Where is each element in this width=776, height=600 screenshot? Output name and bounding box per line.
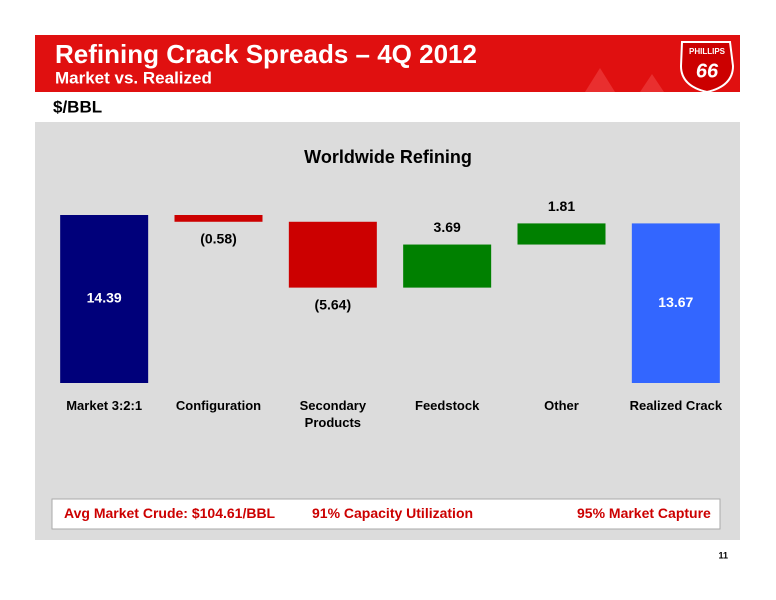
value-label: 1.81 — [548, 198, 575, 214]
footer-item: 91% Capacity Utilization — [312, 505, 474, 521]
value-label: 3.69 — [434, 219, 461, 235]
category-label: Configuration — [175, 398, 262, 413]
bar — [288, 221, 377, 288]
chart-panel — [35, 122, 740, 540]
units-label: $/BBL — [53, 97, 102, 116]
slide-title: Refining Crack Spreads – 4Q 2012 — [55, 39, 477, 69]
bar — [631, 223, 720, 383]
title-banner — [35, 35, 740, 92]
bar — [403, 244, 492, 288]
banner-arrows — [585, 68, 664, 92]
category-label: Secondary Products — [299, 398, 367, 430]
page-number: 11 — [718, 550, 728, 560]
bar — [60, 215, 149, 383]
logo-number: 66 — [696, 60, 719, 82]
value-label: 14.39 — [87, 290, 122, 306]
slide-subtitle: Market vs. Realized — [55, 68, 212, 87]
value-label: (0.58) — [200, 230, 237, 246]
bar — [517, 223, 606, 245]
logo-text: PHILLIPS — [689, 47, 726, 56]
bar — [174, 215, 263, 222]
footer-item: 95% Market Capture — [577, 505, 711, 521]
chart-title: Worldwide Refining — [304, 147, 472, 167]
footer-box — [51, 498, 721, 530]
category-label: Realized Crack — [629, 398, 723, 413]
footer-item: Avg Market Crude: $104.61/BBL — [64, 505, 276, 521]
logo-shield — [679, 41, 735, 94]
category-label: Feedstock — [415, 398, 480, 413]
value-label: 13.67 — [658, 294, 693, 310]
category-label: Market 3:2:1 — [66, 398, 143, 413]
category-label: Other — [544, 398, 579, 413]
value-label: (5.64) — [315, 296, 352, 312]
